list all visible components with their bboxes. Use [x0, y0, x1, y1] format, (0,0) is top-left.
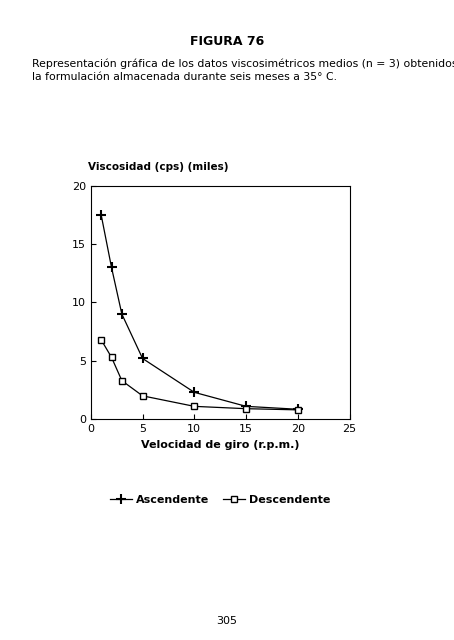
Descendente: [119, 377, 124, 385]
Ascendente: [140, 355, 145, 362]
X-axis label: Velocidad de giro (r.p.m.): Velocidad de giro (r.p.m.): [141, 440, 300, 450]
Descendente: [192, 403, 197, 410]
Ascendente: [99, 211, 104, 219]
Ascendente: [109, 264, 114, 271]
Text: 305: 305: [217, 616, 237, 626]
Text: Representación gráfica de los datos viscosimétricos medios (n = 3) obtenidos en: Representación gráfica de los datos visc…: [32, 59, 454, 69]
Ascendente: [243, 403, 249, 410]
Descendente: [243, 405, 249, 413]
Descendente: [140, 392, 145, 399]
Descendente: [99, 336, 104, 344]
Ascendente: [119, 310, 124, 318]
Descendente: [109, 353, 114, 361]
Legend: Ascendente, Descendente: Ascendente, Descendente: [105, 490, 336, 509]
Ascendente: [295, 405, 301, 413]
Line: Ascendente: Ascendente: [96, 210, 303, 414]
Descendente: [295, 406, 301, 413]
Text: la formulación almacenada durante seis meses a 35° C.: la formulación almacenada durante seis m…: [32, 72, 337, 82]
Line: Descendente: Descendente: [98, 337, 301, 413]
Text: Viscosidad (cps) (miles): Viscosidad (cps) (miles): [88, 161, 229, 172]
Text: FIGURA 76: FIGURA 76: [190, 35, 264, 48]
Ascendente: [192, 388, 197, 396]
